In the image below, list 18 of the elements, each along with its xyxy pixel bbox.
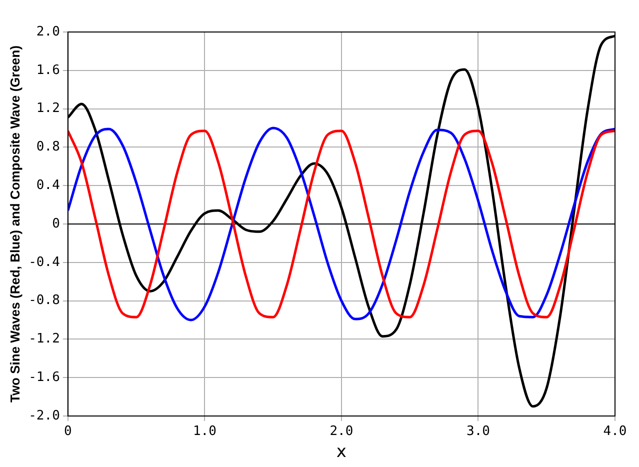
y-tick-label: -1.6 (28, 370, 60, 385)
y-tick-label: -0.8 (28, 293, 60, 308)
y-tick-label: 0 (52, 216, 60, 232)
y-tick-label: 0.4 (36, 178, 60, 193)
x-axis-title: x (336, 442, 346, 462)
y-tick-label: 1.2 (36, 101, 60, 116)
y-tick-label: -1.2 (28, 332, 60, 347)
x-tick-label: 1.0 (192, 424, 216, 440)
y-tick-label: -0.4 (28, 254, 60, 270)
x-tick-label: 2.0 (330, 424, 354, 440)
x-tick-label: 0 (64, 424, 72, 440)
y-tick-label: -2.0 (28, 408, 60, 424)
y-axis-title: Two Sine Waves (Red, Blue) and Composite Wave (Green) (7, 45, 22, 403)
x-tick-label: 4.0 (603, 424, 627, 440)
y-tick-label: 2.0 (36, 24, 60, 40)
y-tick-label: 0.8 (36, 140, 60, 155)
x-tick-label: 3.0 (466, 424, 490, 440)
y-tick-label: 1.6 (36, 62, 60, 78)
